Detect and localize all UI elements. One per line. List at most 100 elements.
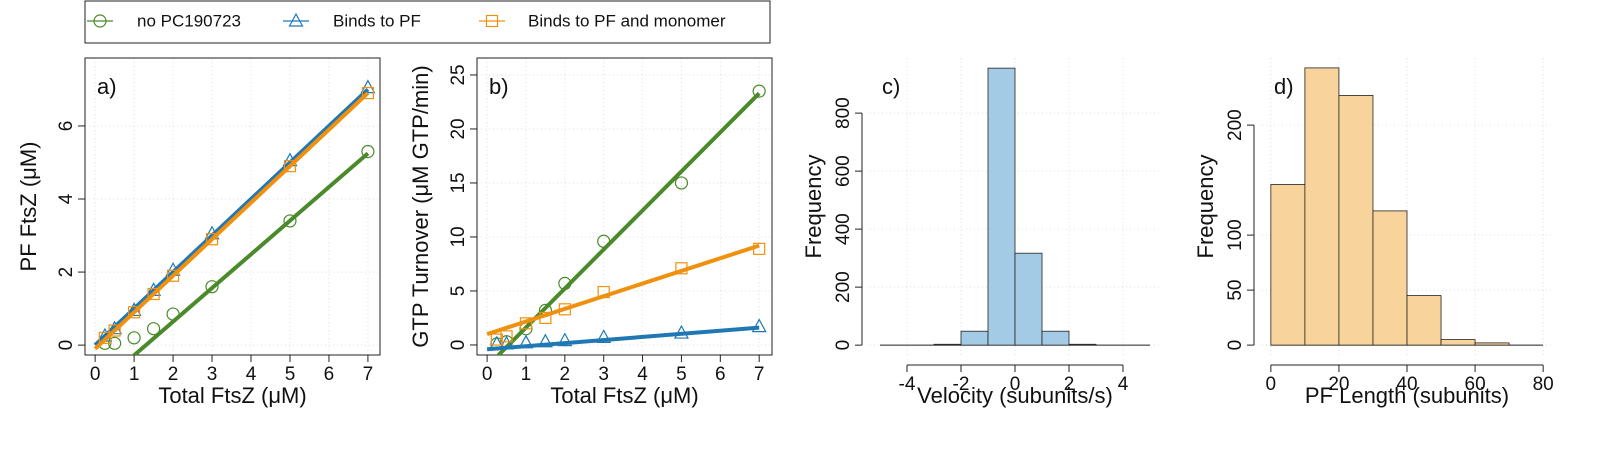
data-point (205, 280, 219, 294)
y-tick-label: 2 (56, 267, 77, 278)
y-tick-label: 0 (1225, 340, 1246, 351)
bar (1338, 95, 1374, 346)
data-point (205, 233, 219, 246)
x-tick-label: -4 (899, 374, 916, 395)
x-tick-label: 3 (207, 364, 218, 385)
data-point (361, 86, 375, 100)
panel-label: a) (97, 74, 117, 99)
y-tick-label: 800 (833, 97, 854, 129)
x-tick-label: 6 (324, 364, 335, 385)
data-point (98, 331, 111, 344)
data-point (537, 333, 553, 348)
legend-marker (288, 12, 304, 27)
x-tick-label: 7 (754, 364, 765, 385)
fit-line (486, 325, 760, 352)
plot-box (476, 57, 773, 356)
fit-line (495, 91, 761, 355)
y-tick-label: 600 (833, 155, 854, 187)
y-axis-label: Frequency (1193, 155, 1218, 259)
bar (1041, 330, 1070, 346)
x-tick-label: 1 (521, 364, 532, 385)
x-tick-label: 5 (676, 364, 687, 385)
data-point (283, 160, 297, 173)
bar (987, 67, 1016, 346)
y-tick-label: 50 (1225, 280, 1246, 301)
x-tick-label: 80 (1533, 374, 1554, 395)
legend-box (84, 0, 771, 44)
fit-line (131, 151, 370, 355)
y-tick-label: 20 (448, 118, 469, 139)
y-axis-label: Frequency (801, 155, 826, 259)
x-tick-label: 20 (1328, 374, 1349, 395)
fit-line (93, 91, 370, 351)
data-point (361, 144, 375, 159)
y-tick-label: 25 (448, 64, 469, 85)
y-tick-label: 0 (833, 340, 854, 351)
x-axis-label: Velocity (subunits/s) (917, 383, 1113, 408)
y-tick-label: 200 (833, 271, 854, 303)
bar (1406, 295, 1442, 346)
plot-box (84, 57, 381, 356)
x-tick-label: 60 (1465, 374, 1486, 395)
x-tick-label: 2 (168, 364, 179, 385)
x-tick-label: 40 (1396, 374, 1417, 395)
y-tick-label: 0 (448, 340, 469, 351)
data-point (500, 330, 513, 343)
data-point (166, 269, 180, 282)
x-tick-label: 3 (598, 364, 609, 385)
y-tick-label: 0 (56, 340, 77, 351)
x-tick-label: 6 (715, 364, 726, 385)
panel-label: d) (1274, 74, 1294, 99)
bar (1270, 184, 1306, 346)
bar (1068, 343, 1097, 346)
data-point (146, 322, 161, 336)
x-tick-label: 0 (1010, 374, 1021, 395)
y-tick-label: 400 (833, 213, 854, 245)
y-tick-label: 4 (56, 193, 77, 204)
bar (1304, 67, 1340, 346)
x-tick-label: 7 (363, 364, 374, 385)
x-axis-label: PF Length (subunits) (1305, 383, 1509, 408)
x-tick-label: 1 (129, 364, 140, 385)
x-tick-label: 5 (285, 364, 296, 385)
y-tick-label: 5 (448, 286, 469, 297)
bar (1372, 210, 1408, 346)
x-tick-label: 0 (90, 364, 101, 385)
data-point (128, 306, 141, 319)
x-tick-label: -2 (953, 374, 970, 395)
x-tick-label: 2 (560, 364, 571, 385)
legend-label: no PC190723 (137, 11, 241, 30)
y-tick-label: 10 (448, 226, 469, 247)
legend-marker (485, 14, 499, 28)
legend-label: Binds to PF (333, 11, 421, 30)
legend-label: Binds to PF and monomer (528, 11, 726, 30)
legend-marker (93, 14, 107, 28)
bar (1440, 339, 1476, 346)
data-point (108, 324, 121, 337)
panel-label: c) (882, 74, 900, 99)
y-tick-label: 6 (56, 121, 77, 132)
bar (1474, 342, 1510, 346)
y-axis-label: GTP Turnover (μM GTP/min) (408, 65, 433, 347)
x-tick-label: 2 (1064, 374, 1075, 395)
data-point (360, 79, 376, 94)
panel-label: b) (489, 74, 509, 99)
data-point (674, 176, 689, 190)
x-tick-label: 0 (1266, 374, 1277, 395)
data-point (596, 329, 612, 343)
y-axis-label: PF FtsZ (μM) (16, 142, 41, 272)
data-point (127, 331, 141, 345)
data-point (283, 214, 297, 228)
fit-line (93, 87, 370, 347)
x-tick-label: 4 (1118, 374, 1129, 395)
fit-line (486, 243, 760, 337)
data-point (752, 84, 766, 98)
bar (933, 343, 962, 346)
x-axis-label: Total FtsZ (μM) (550, 383, 698, 408)
bar (1014, 252, 1043, 346)
y-tick-label: 200 (1225, 109, 1246, 141)
y-tick-label: 15 (448, 172, 469, 193)
x-tick-label: 4 (246, 364, 257, 385)
bar (960, 330, 989, 346)
